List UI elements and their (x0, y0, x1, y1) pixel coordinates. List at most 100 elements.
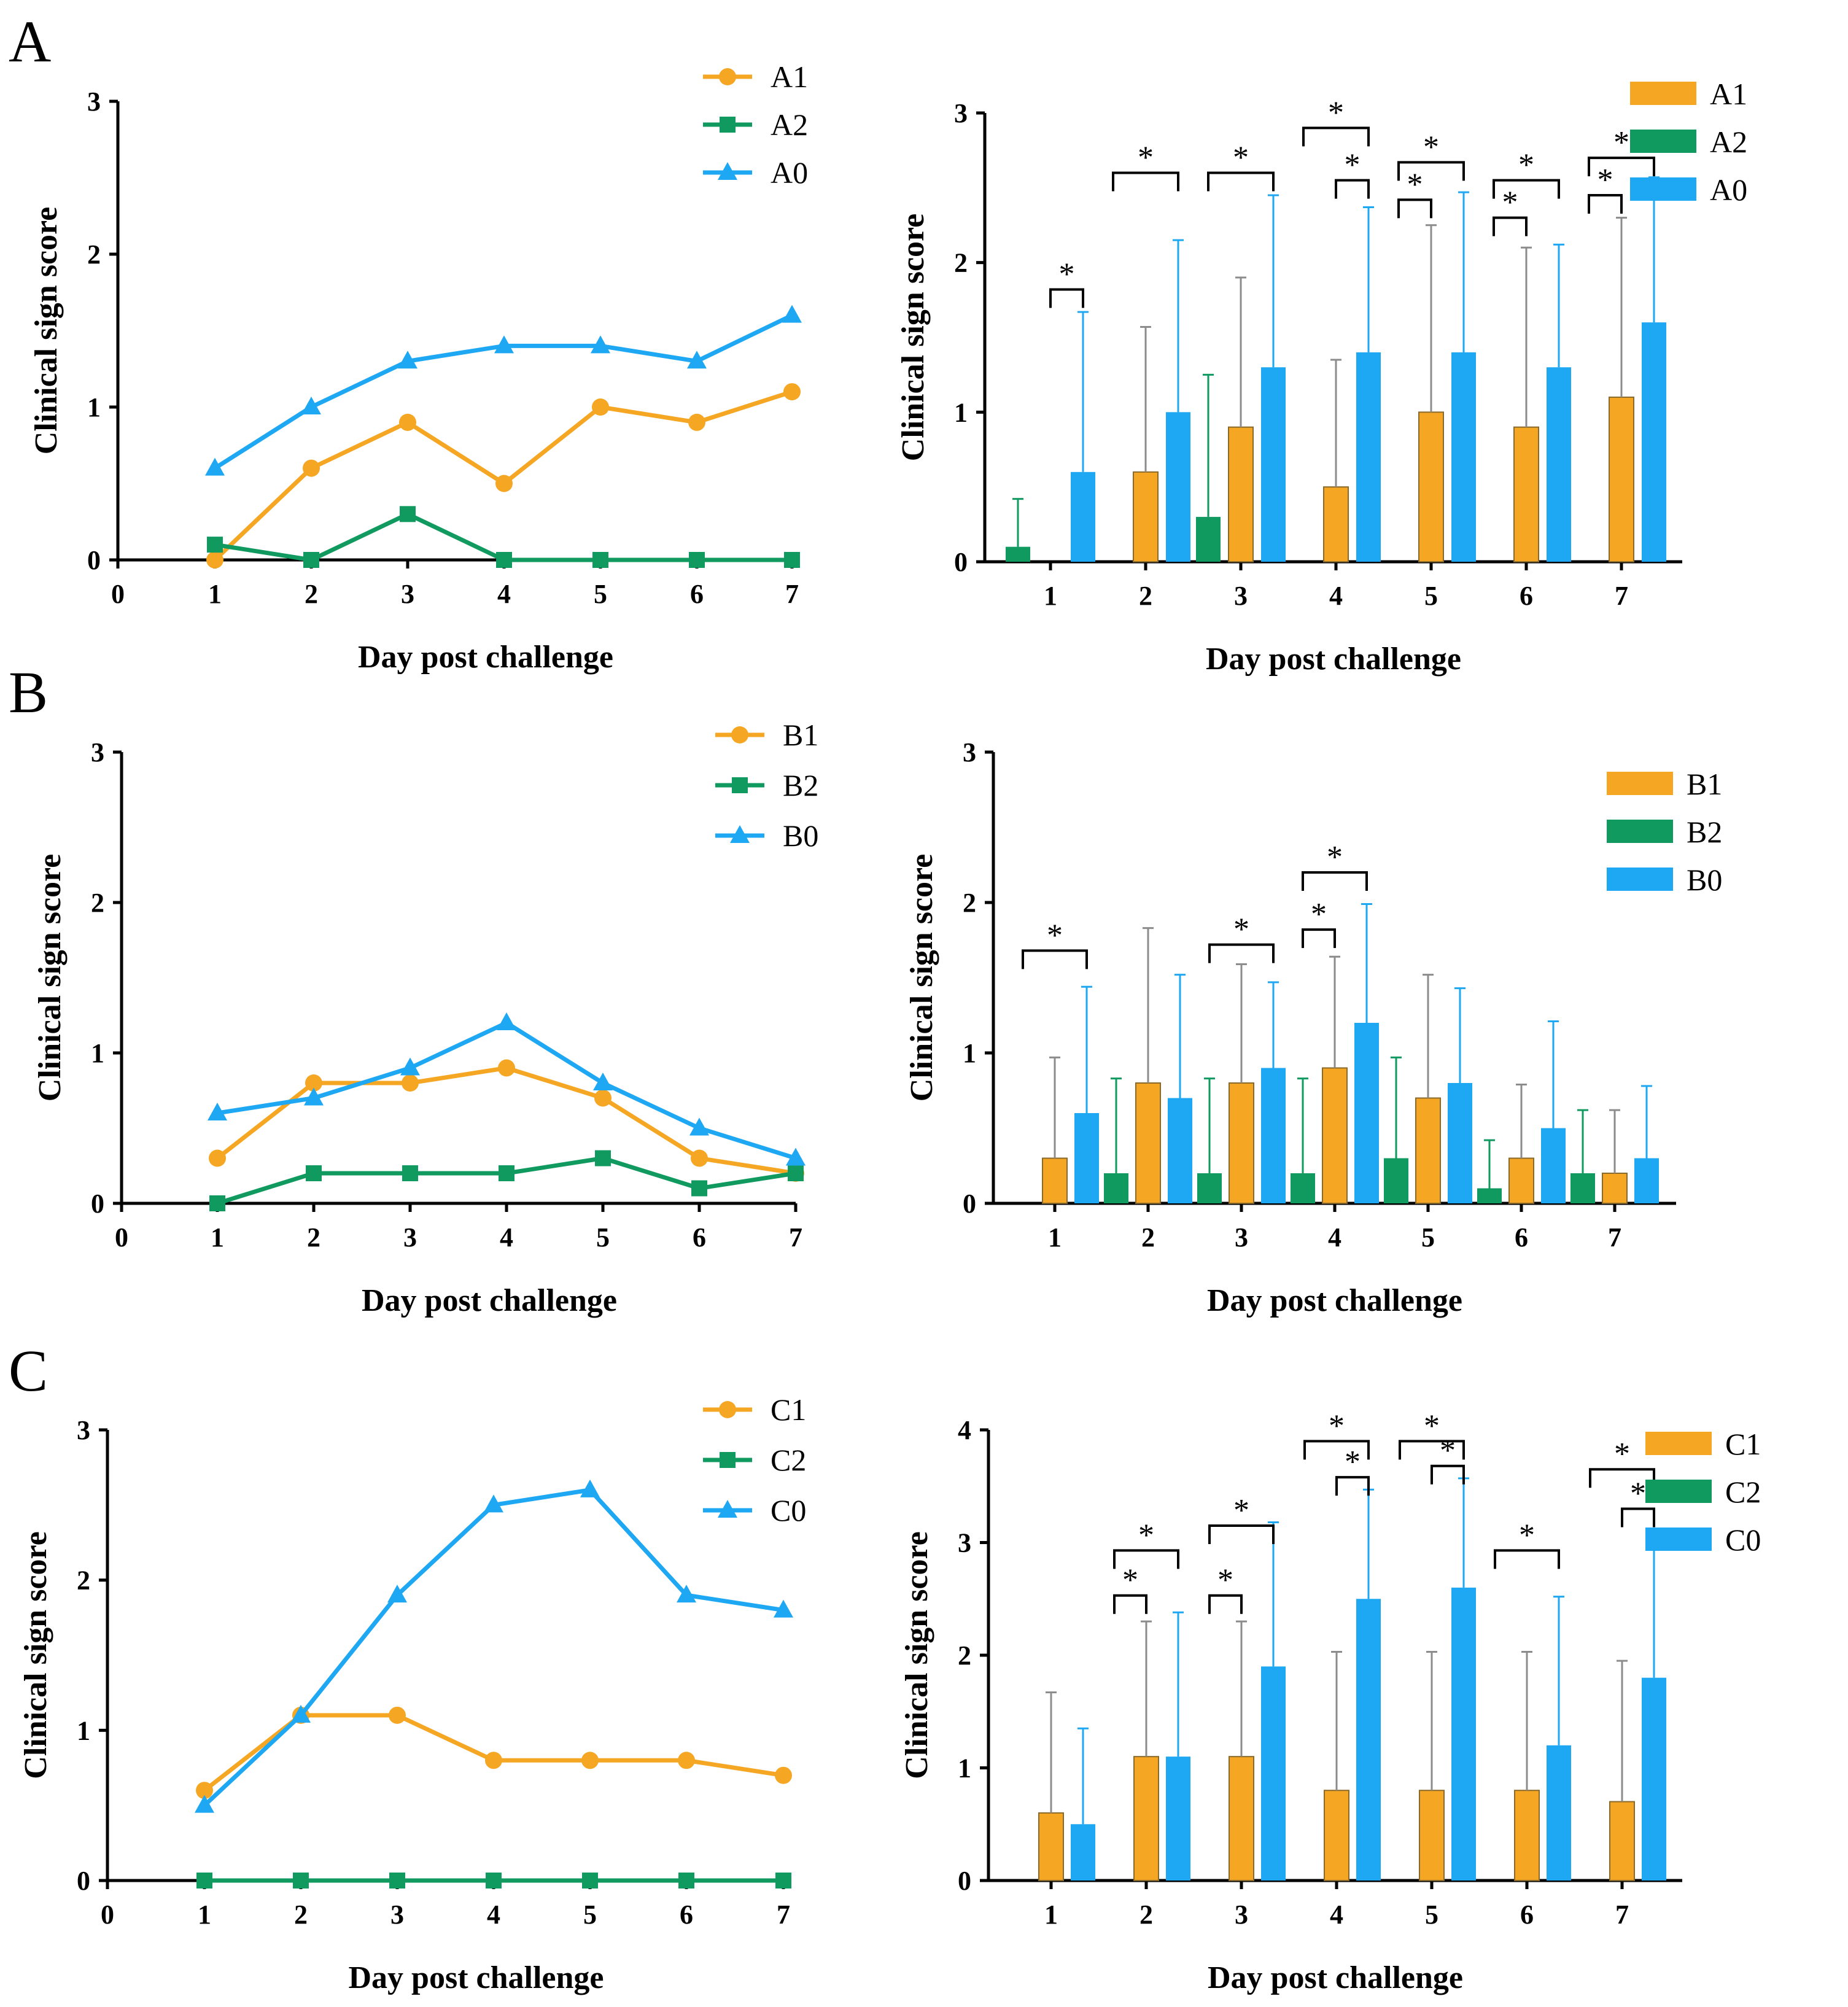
x-tick-label: 1 (211, 1222, 224, 1252)
significance-bracket: * (1588, 125, 1655, 177)
legend-swatch (1607, 868, 1673, 891)
x-tick-label: 2 (305, 579, 318, 609)
data-point (291, 1704, 311, 1723)
bar (1513, 426, 1539, 563)
data-point (594, 1089, 611, 1107)
data-point (499, 1165, 514, 1181)
bracket-line (1208, 1594, 1243, 1614)
data-point (303, 552, 319, 568)
data-point (301, 397, 321, 414)
data-point (592, 398, 609, 416)
data-point (691, 1180, 707, 1197)
x-tick-label: 4 (500, 1222, 513, 1252)
data-point (494, 335, 514, 354)
series-a2 (207, 506, 800, 568)
bracket-line (1493, 216, 1528, 236)
x-tick-label: 5 (1424, 581, 1438, 611)
bar (1229, 1756, 1254, 1881)
data-point (399, 413, 416, 431)
legend-item: A2 (703, 107, 808, 142)
series-b1 (209, 1059, 804, 1182)
x-tick-label: 5 (1421, 1222, 1435, 1252)
bar (1448, 1083, 1472, 1203)
x-tick-label: 3 (1235, 1900, 1248, 1930)
x-tick-label: 1 (1044, 1900, 1058, 1930)
significance-bracket: * (1397, 130, 1465, 181)
legend-marker (730, 825, 750, 843)
significance-star: * (1423, 130, 1439, 165)
data-point (304, 1087, 324, 1106)
legend-item: B0 (715, 818, 818, 853)
significance-bracket: * (1302, 95, 1370, 147)
x-tick-label: 7 (1615, 581, 1628, 611)
x-axis-label: Day post challenge (349, 1960, 604, 1995)
data-point (305, 1074, 322, 1092)
x-tick-label: 7 (777, 1900, 790, 1930)
x-tick-label: 5 (1425, 1900, 1438, 1930)
bar (1541, 1128, 1566, 1203)
series-c1 (196, 1706, 792, 1799)
data-point (782, 305, 802, 323)
significance-bracket: * (1621, 1476, 1655, 1528)
significance-star: * (1047, 918, 1063, 953)
x-tick-label: 4 (497, 579, 511, 609)
bar (1356, 1599, 1381, 1881)
significance-bracket: * (1208, 1493, 1275, 1544)
legend-item: C1 (703, 1392, 806, 1427)
significance-star: * (1407, 167, 1423, 202)
data-point (580, 1479, 600, 1497)
data-point (678, 1752, 695, 1769)
data-point (691, 1149, 708, 1167)
bar (1419, 1790, 1445, 1881)
bar (1133, 1756, 1159, 1881)
x-axis-label: Day post challenge (362, 1283, 617, 1318)
significance-bracket: * (1113, 1518, 1179, 1569)
x-tick-label: 5 (594, 579, 607, 609)
legend-label: C0 (1725, 1523, 1761, 1557)
legend-marker (732, 777, 748, 793)
y-tick-label: 1 (91, 1038, 104, 1068)
legend-swatch (1645, 1480, 1712, 1503)
bracket-line (1588, 194, 1623, 214)
significance-bracket: * (1207, 140, 1275, 192)
y-tick-label: 3 (87, 87, 101, 117)
bracket-line (1397, 161, 1465, 181)
significance-star: * (1329, 1408, 1345, 1443)
bar (1228, 426, 1254, 563)
legend-item: B2 (715, 768, 818, 802)
bar-series-b0 (1074, 903, 1659, 1203)
significance-star: * (1440, 1434, 1456, 1469)
series-a1 (206, 383, 801, 569)
legend-label: C0 (771, 1493, 806, 1528)
y-tick-label: 1 (963, 1038, 976, 1068)
x-tick-label: 7 (785, 579, 799, 609)
x-tick-label: 1 (1048, 1222, 1062, 1252)
y-tick-label: 1 (77, 1715, 90, 1745)
legend-item: C2 (703, 1443, 806, 1477)
bar-chart: 0 1 2 3 1 2 3 4 5 6 7 Day post challenge Clinical si… (896, 77, 1747, 677)
data-point (688, 413, 705, 431)
data-point (389, 1873, 405, 1889)
y-tick-label: 2 (954, 248, 968, 278)
data-point (687, 351, 707, 369)
bracket-line (1588, 157, 1655, 177)
x-tick-label: 3 (390, 1900, 404, 1930)
significance-star: * (1138, 140, 1154, 175)
bar (1570, 1173, 1595, 1203)
x-tick-label: 3 (401, 579, 414, 609)
legend-swatch (1607, 820, 1673, 843)
legend-label: A2 (771, 107, 808, 142)
x-tick-label: 3 (1234, 581, 1248, 611)
y-axis-label: Clinical sign score (899, 1531, 934, 1779)
x-tick-label: 3 (403, 1222, 417, 1252)
bar-chart: 0 1 2 3 1 2 3 4 5 6 7 Day post challenge Clinical si… (904, 737, 1722, 1318)
legend-item: B1 (1607, 767, 1722, 801)
bar (1451, 352, 1476, 562)
legend-item: A1 (703, 60, 808, 94)
significance-star: * (1630, 1476, 1646, 1511)
x-tick-label: 7 (1615, 1900, 1629, 1930)
data-point (774, 1599, 793, 1618)
legend-item: C2 (1645, 1475, 1761, 1509)
significance-star: * (1502, 185, 1518, 220)
